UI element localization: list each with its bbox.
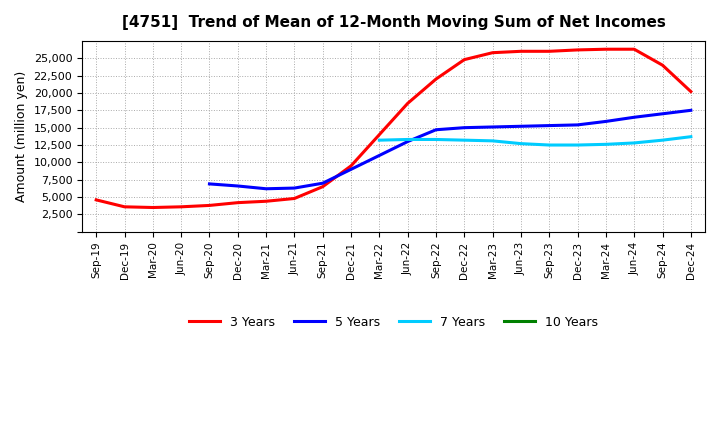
3 Years	[545, 49, 554, 54]
3 Years	[92, 197, 101, 202]
7 Years	[658, 138, 667, 143]
5 Years	[375, 153, 384, 158]
5 Years	[460, 125, 469, 130]
5 Years	[205, 181, 214, 187]
3 Years	[687, 89, 696, 94]
7 Years	[403, 137, 412, 142]
5 Years	[545, 123, 554, 128]
7 Years	[375, 138, 384, 143]
7 Years	[545, 143, 554, 148]
5 Years	[432, 127, 441, 132]
7 Years	[573, 143, 582, 148]
7 Years	[517, 141, 526, 146]
3 Years	[630, 47, 639, 52]
5 Years	[517, 124, 526, 129]
3 Years	[658, 62, 667, 68]
3 Years	[262, 198, 271, 204]
3 Years	[403, 101, 412, 106]
5 Years	[403, 139, 412, 144]
3 Years	[177, 204, 186, 209]
7 Years	[630, 140, 639, 146]
Legend: 3 Years, 5 Years, 7 Years, 10 Years: 3 Years, 5 Years, 7 Years, 10 Years	[184, 311, 603, 334]
5 Years	[573, 122, 582, 128]
5 Years	[687, 108, 696, 113]
5 Years	[290, 185, 299, 191]
3 Years	[488, 50, 497, 55]
3 Years	[120, 204, 129, 209]
Line: 5 Years: 5 Years	[210, 110, 691, 189]
3 Years	[290, 196, 299, 201]
Title: [4751]  Trend of Mean of 12-Month Moving Sum of Net Incomes: [4751] Trend of Mean of 12-Month Moving …	[122, 15, 665, 30]
7 Years	[687, 134, 696, 139]
3 Years	[517, 49, 526, 54]
3 Years	[375, 132, 384, 137]
3 Years	[460, 57, 469, 62]
3 Years	[573, 47, 582, 52]
7 Years	[460, 138, 469, 143]
Y-axis label: Amount (million yen): Amount (million yen)	[15, 71, 28, 202]
Line: 3 Years: 3 Years	[96, 49, 691, 208]
3 Years	[205, 203, 214, 208]
5 Years	[233, 183, 242, 189]
5 Years	[318, 180, 327, 186]
7 Years	[488, 138, 497, 143]
3 Years	[148, 205, 157, 210]
3 Years	[347, 163, 356, 169]
5 Years	[658, 111, 667, 117]
5 Years	[262, 186, 271, 191]
5 Years	[347, 167, 356, 172]
5 Years	[488, 125, 497, 130]
7 Years	[602, 142, 611, 147]
3 Years	[318, 184, 327, 189]
5 Years	[630, 114, 639, 120]
3 Years	[432, 77, 441, 82]
5 Years	[602, 119, 611, 124]
3 Years	[233, 200, 242, 205]
Line: 7 Years: 7 Years	[379, 137, 691, 145]
3 Years	[602, 47, 611, 52]
7 Years	[432, 137, 441, 142]
